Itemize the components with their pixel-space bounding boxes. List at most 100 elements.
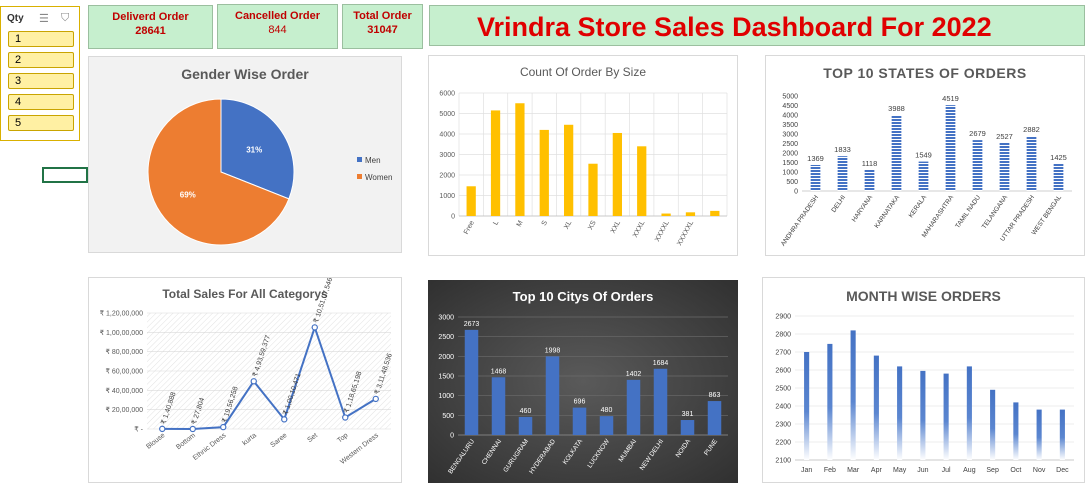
x-tick-label: Oct (1010, 467, 1021, 474)
pie-data-label: 31% (246, 145, 262, 154)
y-tick-label: 2400 (775, 404, 791, 411)
bar-pune (707, 401, 722, 435)
bar-xl (564, 124, 574, 216)
legend-swatch (357, 157, 362, 162)
data-label: 2679 (969, 129, 986, 138)
kpi-delivered: Deliverd Order 28641 (88, 5, 213, 49)
bar-hyderabad (545, 356, 560, 435)
x-tick-label: Aug (963, 467, 976, 474)
kpi-delivered-value: 28641 (135, 25, 166, 37)
y-tick-label: 6000 (439, 91, 455, 98)
x-tick-label: CHENNAI (481, 438, 504, 466)
x-tick-label: Apr (871, 467, 883, 474)
slicer-item-5[interactable]: 5 (8, 115, 74, 131)
y-tick-label: 3500 (782, 122, 798, 129)
bar-4xl (661, 213, 671, 216)
states-chart-panel[interactable]: TOP 10 STATES OF ORDERS 0 500 1000 1500 2000… (765, 55, 1085, 256)
bar-xxl (612, 132, 622, 216)
y-tick-label: 0 (794, 189, 798, 196)
data-point-western-dress (372, 395, 379, 403)
data-label: 1369 (807, 154, 824, 163)
slicer-item-3[interactable]: 3 (8, 73, 74, 89)
size-chart-panel[interactable]: Count Of Order By Size 0 1000 2000 3000 4000… (428, 55, 738, 256)
y-tick-label: 2500 (438, 334, 454, 341)
bar-mumbai (626, 379, 641, 435)
bar-jan (804, 352, 810, 460)
kpi-cancelled-label: Cancelled Order (235, 10, 320, 22)
bar-noida (680, 420, 695, 435)
data-label: 1425 (1050, 153, 1067, 162)
bar-chennai (491, 377, 506, 435)
x-tick-label: GURUGRAM (502, 438, 530, 474)
y-tick-label: 2000 (439, 173, 455, 180)
data-label: 2673 (464, 321, 480, 328)
x-tick-label: L (492, 220, 500, 227)
month-chart-panel[interactable]: MONTH WISE ORDERS 2100 2200 2300 2400 2500 26… (762, 277, 1085, 483)
y-tick-label: 5000 (439, 111, 455, 118)
x-tick-label: Jul (942, 467, 951, 474)
bar-aug (966, 366, 972, 460)
x-tick-label: KOLKATA (562, 438, 585, 466)
bar-xs (588, 163, 598, 216)
pie-data-label: 69% (180, 191, 196, 200)
y-tick-label: 4000 (782, 113, 798, 120)
gender-chart-panel[interactable]: Gender Wise Order 31% 69% Men Women (88, 56, 402, 253)
data-label: 1402 (626, 371, 642, 378)
y-tick-label: 2300 (775, 422, 791, 429)
kpi-cancelled: Cancelled Order 844 (217, 4, 338, 49)
x-tick-label: Blouse (145, 432, 166, 451)
bar-3xl (637, 146, 647, 216)
cities-bar-chart: 0 500 1000 1500 2000 2500 3000 2673 BENGALURU 146… (438, 315, 728, 475)
category-chart-panel[interactable]: Total Sales For All Categorys ₹ - ₹ 20,00… (88, 277, 402, 483)
chart-title: TOP 10 STATES OF ORDERS (823, 65, 1027, 81)
y-tick-label: 2700 (775, 350, 791, 357)
data-point-top (342, 414, 349, 421)
data-point-bottom (189, 425, 196, 433)
data-label: 3988 (888, 104, 905, 113)
y-tick-label: ₹ 80,00,000 (105, 348, 143, 356)
y-tick-label: 500 (442, 413, 454, 420)
x-tick-label: KERALA (908, 194, 929, 220)
pie-slice-men (220, 98, 295, 200)
bar-nov (1036, 409, 1042, 460)
x-tick-label: Jan (801, 467, 812, 474)
pie-slice-women (147, 98, 290, 246)
y-tick-label: 0 (450, 433, 454, 440)
legend-label: Men (365, 156, 381, 165)
bar-new-delhi (653, 368, 668, 435)
x-tick-label: XL (563, 220, 573, 231)
data-label: 2527 (996, 132, 1013, 141)
data-label: 1468 (491, 368, 507, 375)
y-tick-label: ₹ 20,00,000 (105, 406, 143, 414)
chart-title: Count Of Order By Size (519, 65, 647, 79)
data-label: 480 (601, 407, 613, 414)
dashboard-title: Vrindra Store Sales Dashboard For 2022 (477, 12, 992, 42)
bar-maharashtra (945, 105, 956, 191)
bar-telangana (999, 142, 1010, 191)
clear-filter-icon[interactable]: ⛉ (61, 12, 70, 24)
selected-cell[interactable] (42, 167, 88, 183)
x-tick-label: DELHI (830, 194, 847, 214)
slicer-title: Qty (7, 13, 24, 24)
data-label: 381 (682, 411, 694, 418)
x-tick-label: ANDHRA PRADESH (780, 194, 821, 248)
bar-haryana (864, 169, 875, 191)
x-tick-label: XXXL (632, 220, 647, 239)
multi-select-icon[interactable]: ☰ (39, 13, 49, 25)
y-tick-label: 2500 (782, 141, 798, 148)
month-bar-chart: 2100 2200 2300 2400 2500 2600 2700 2800 2900 Jan F… (775, 314, 1074, 474)
chart-title: MONTH WISE ORDERS (846, 288, 1001, 304)
x-tick-label: Top (336, 432, 349, 445)
slicer-item-4[interactable]: 4 (8, 94, 74, 110)
x-tick-label: Free (463, 220, 476, 236)
y-tick-label: 4000 (439, 132, 455, 139)
slicer-item-1[interactable]: 1 (8, 31, 74, 47)
data-label: 1684 (653, 360, 669, 367)
bar-jun (920, 370, 926, 460)
x-tick-label: Bottom (175, 432, 197, 451)
x-tick-label: Mar (847, 467, 860, 474)
slicer-item-2[interactable]: 2 (8, 52, 74, 68)
kpi-total-value: 31047 (367, 24, 398, 36)
cities-chart-panel[interactable]: Top 10 Citys Of Orders 0 500 1000 1500 2000 2… (428, 280, 738, 483)
bar-feb (827, 343, 833, 460)
